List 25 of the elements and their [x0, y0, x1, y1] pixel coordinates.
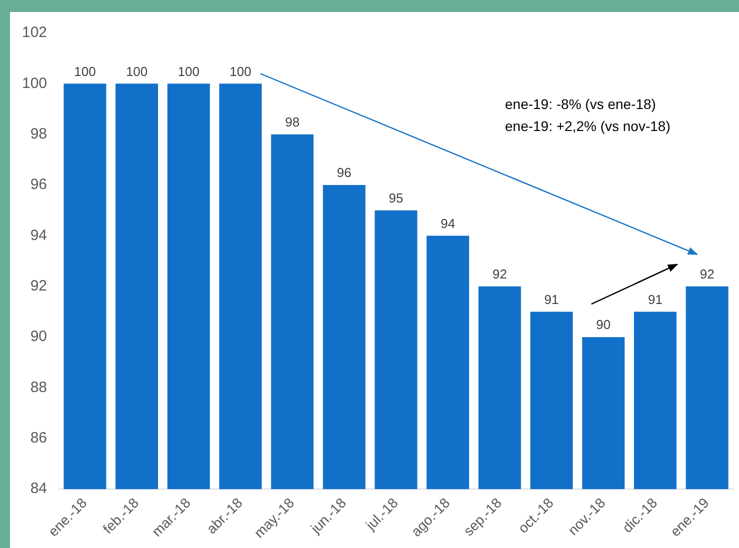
- data-label: 95: [388, 190, 404, 206]
- y-tick-label: 86: [30, 430, 48, 447]
- y-tick-label: 102: [22, 24, 48, 42]
- data-label: 91: [544, 292, 559, 307]
- data-label: 100: [126, 64, 148, 79]
- y-tick-label: 96: [30, 176, 48, 194]
- annotation: ene-19: -8% (vs ene-18): [505, 96, 656, 112]
- data-label: 91: [648, 292, 662, 307]
- data-label: 98: [285, 114, 300, 130]
- y-tick-label: 88: [30, 378, 48, 396]
- data-label: 90: [596, 317, 611, 332]
- data-label: 92: [492, 266, 507, 282]
- data-label: 100: [74, 64, 96, 79]
- annotation: ene-19: +2,2% (vs nov-18): [505, 118, 670, 134]
- data-label: 94: [440, 216, 456, 231]
- y-tick-label: 94: [30, 226, 48, 244]
- data-label: 100: [178, 64, 200, 79]
- y-tick-label: 84: [30, 480, 48, 498]
- data-label: 96: [336, 165, 352, 180]
- data-label: 92: [700, 266, 714, 282]
- y-tick-label: 90: [30, 328, 48, 346]
- y-tick-label: 92: [30, 278, 48, 295]
- data-label: 100: [230, 64, 252, 79]
- y-tick-label: 100: [22, 74, 48, 92]
- y-tick-label: 98: [30, 125, 48, 142]
